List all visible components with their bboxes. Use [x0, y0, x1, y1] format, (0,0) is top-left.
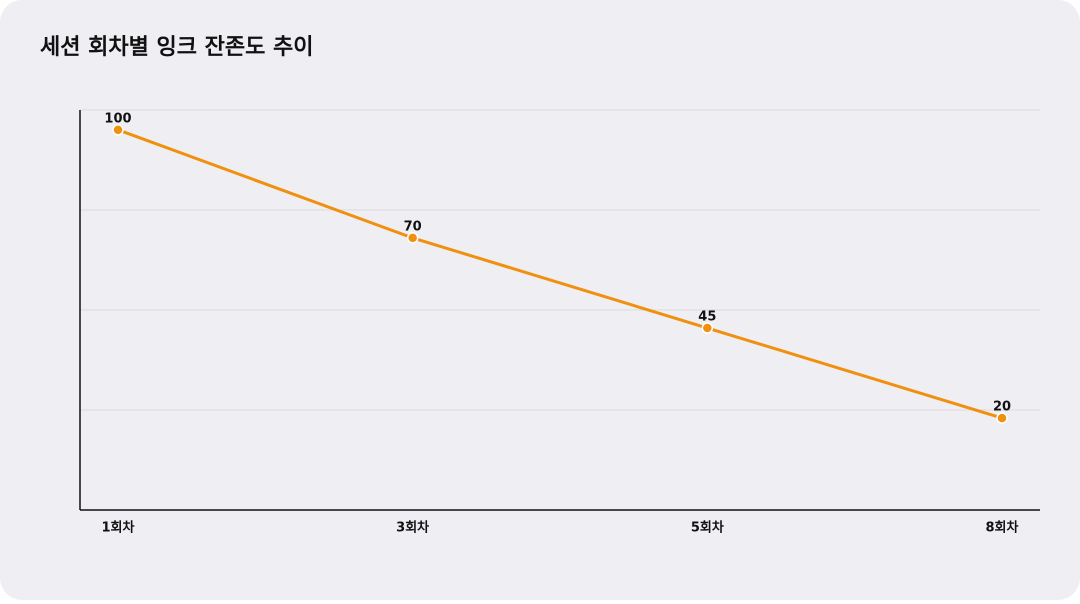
x-tick-label: 1회차 [102, 520, 135, 536]
x-tick-label: 8회차 [986, 520, 1019, 536]
line [117, 128, 1003, 420]
data-point [996, 412, 1008, 424]
data-label: 20 [993, 400, 1011, 415]
data-label: 45 [698, 310, 716, 325]
x-tick-label: 3회차 [396, 520, 429, 536]
chart-title: 세션 회차별 잉크 잔존도 추이 [40, 35, 314, 60]
data-point [112, 124, 124, 136]
x-tick-label: 5회차 [691, 520, 724, 536]
data-label: 100 [104, 111, 131, 126]
data-label: 70 [404, 219, 422, 234]
data-point [406, 232, 419, 244]
data-point [701, 322, 714, 334]
